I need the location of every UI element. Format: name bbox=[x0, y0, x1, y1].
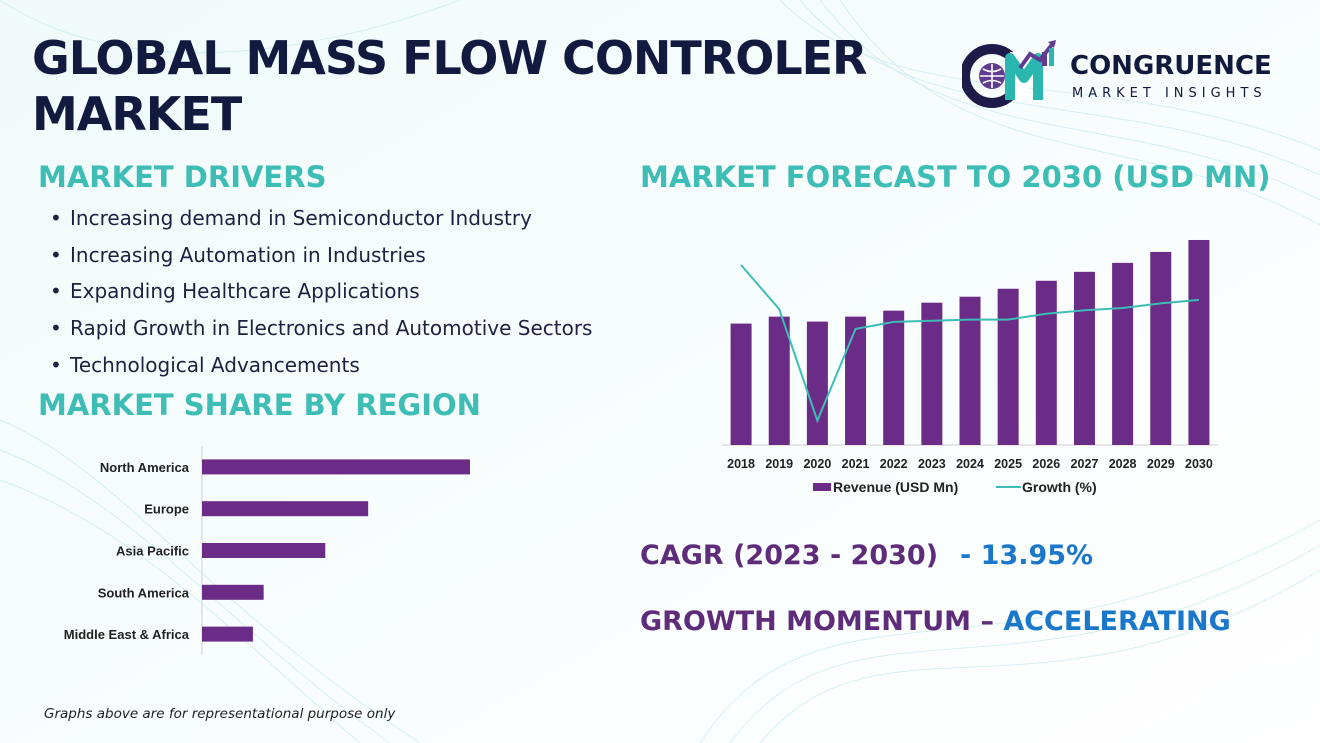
region-bar bbox=[202, 584, 264, 600]
region-category-label: North America bbox=[100, 460, 190, 475]
region-bar bbox=[202, 501, 369, 517]
forecast-bar bbox=[845, 316, 867, 445]
forecast-bar bbox=[921, 302, 943, 445]
logo-name: CONGRUENCE bbox=[1070, 51, 1272, 81]
driver-item: • Rapid Growth in Electronics and Automot… bbox=[50, 316, 593, 341]
forecast-x-tick-label: 2022 bbox=[880, 457, 908, 471]
forecast-heading: MARKET FORECAST TO 2030 (USD MN) bbox=[640, 160, 1271, 194]
driver-item-label: Increasing demand in Semiconductor Indus… bbox=[70, 206, 532, 230]
region-bar bbox=[202, 459, 470, 475]
driver-item: • Expanding Healthcare Applications bbox=[50, 279, 420, 304]
forecast-bar bbox=[768, 316, 790, 445]
drivers-heading: MARKET DRIVERS bbox=[38, 160, 327, 194]
momentum-line: GROWTH MOMENTUM – ACCELERATING bbox=[640, 606, 1231, 637]
region-category-label: South America bbox=[98, 585, 190, 600]
forecast-x-tick-label: 2030 bbox=[1185, 457, 1213, 471]
forecast-bar bbox=[1073, 271, 1095, 445]
page-title: GLOBAL MASS FLOW CONTROLER MARKET bbox=[32, 31, 867, 141]
forecast-x-tick-label: 2020 bbox=[803, 457, 831, 471]
forecast-bar bbox=[959, 296, 981, 445]
region-bar bbox=[202, 626, 253, 642]
forecast-x-tick-label: 2023 bbox=[918, 457, 946, 471]
region-category-label: Europe bbox=[144, 502, 189, 517]
legend-revenue-label: Revenue (USD Mn) bbox=[833, 479, 958, 495]
forecast-x-tick-label: 2027 bbox=[1071, 457, 1099, 471]
forecast-bar bbox=[806, 321, 828, 445]
forecast-x-tick-label: 2029 bbox=[1147, 457, 1175, 471]
logo-mark-icon bbox=[960, 40, 1056, 108]
forecast-x-tick-label: 2026 bbox=[1032, 457, 1060, 471]
driver-item: • Increasing demand in Semiconductor Indu… bbox=[50, 206, 532, 230]
forecast-bar bbox=[1188, 239, 1210, 445]
driver-item: • Technological Advancements bbox=[50, 352, 360, 377]
region-category-label: Asia Pacific bbox=[116, 544, 189, 559]
region-category-label: Middle East & Africa bbox=[64, 627, 190, 642]
region-heading: MARKET SHARE BY REGION bbox=[38, 388, 481, 422]
driver-item-label: Technological Advancements bbox=[70, 352, 360, 377]
driver-item-label: Expanding Healthcare Applications bbox=[70, 279, 420, 304]
forecast-x-tick-label: 2024 bbox=[956, 457, 984, 471]
cagr-label: CAGR (2023 - 2030) bbox=[640, 540, 939, 571]
brand-logo: CONGRUENCE MARKET INSIGHTS bbox=[960, 38, 1292, 108]
cagr-line: CAGR (2023 - 2030) - 13.95% bbox=[640, 540, 1093, 571]
forecast-x-tick-label: 2021 bbox=[842, 457, 870, 471]
forecast-bar bbox=[730, 323, 752, 445]
legend-revenue-swatch bbox=[813, 483, 831, 491]
logo-tagline: MARKET INSIGHTS bbox=[1072, 86, 1267, 101]
forecast-bar bbox=[883, 310, 905, 445]
forecast-x-tick-label: 2019 bbox=[765, 457, 793, 471]
forecast-bar bbox=[1035, 280, 1057, 445]
drivers-list: • Increasing demand in Semiconductor Indu… bbox=[50, 200, 592, 383]
forecast-growth-line bbox=[740, 264, 1200, 424]
momentum-value: ACCELERATING bbox=[1003, 606, 1231, 637]
forecast-x-tick-label: 2028 bbox=[1109, 457, 1137, 471]
driver-item-label: Increasing Automation in Industries bbox=[70, 242, 426, 267]
driver-item-label: Rapid Growth in Electronics and Automoti… bbox=[70, 316, 593, 341]
footnote: Graphs above are for representational pu… bbox=[44, 706, 396, 722]
driver-item: • Increasing Automation in Industries bbox=[50, 242, 426, 267]
forecast-bar bbox=[1150, 251, 1172, 445]
cagr-value: - 13.95% bbox=[960, 540, 1094, 571]
region-bar bbox=[202, 543, 326, 558]
legend-growth-label: Growth (%) bbox=[1022, 479, 1097, 495]
forecast-x-tick-label: 2025 bbox=[994, 457, 1022, 471]
forecast-bar bbox=[997, 288, 1019, 445]
forecast-x-tick-label: 2018 bbox=[727, 457, 755, 471]
momentum-label: GROWTH MOMENTUM – bbox=[640, 606, 1004, 637]
